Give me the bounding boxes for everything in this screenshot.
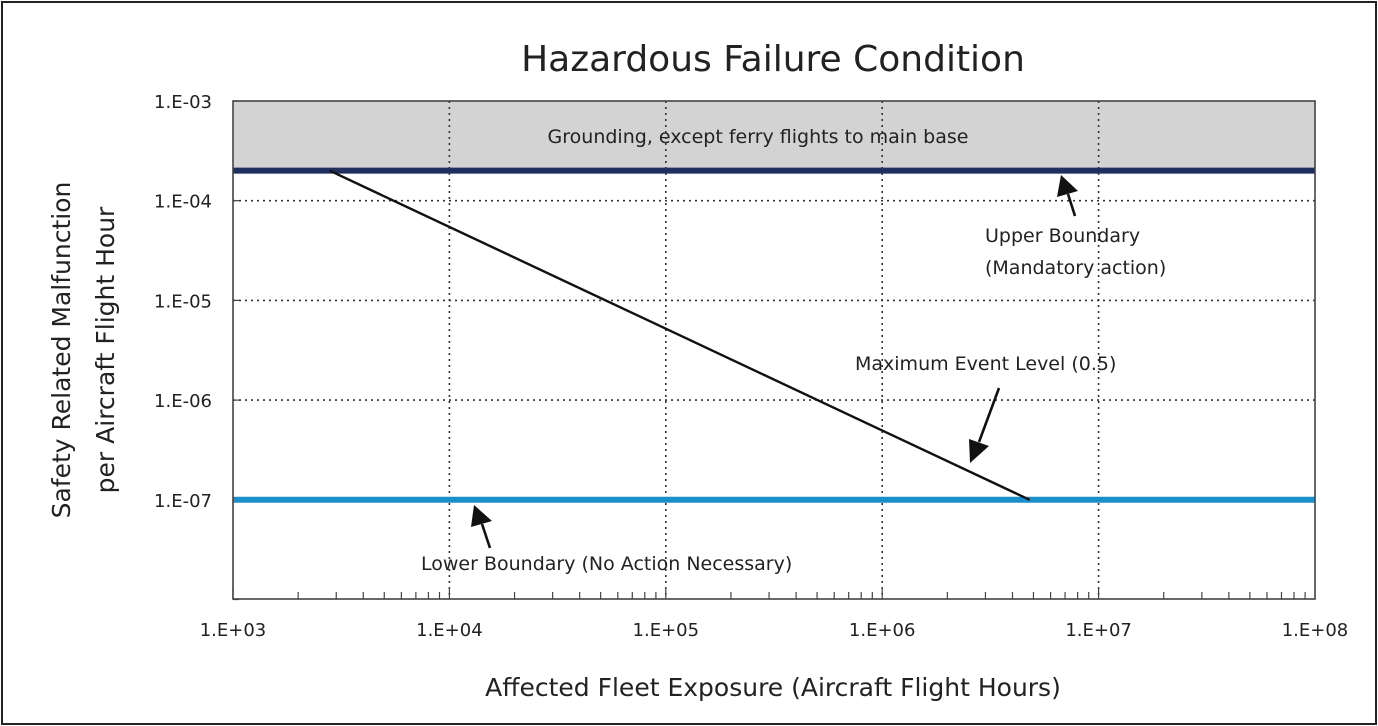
plot-area-border	[232, 100, 1316, 600]
upper-boundary-label-line-2: (Mandatory action)	[985, 257, 1166, 279]
x-tick-label: 1.E+03	[200, 620, 267, 641]
y-tick-label: 1.E-03	[154, 92, 212, 113]
y-tick-label: 1.E-06	[154, 391, 212, 412]
chart-title: Hazardous Failure Condition	[521, 39, 1025, 80]
upper-boundary-arrow	[1057, 175, 1078, 217]
x-tick-label: 1.E+04	[416, 620, 483, 641]
grid-lines	[233, 101, 1315, 599]
x-minor-ticks	[232, 100, 1306, 601]
y-tick-label: 1.E-04	[154, 192, 212, 213]
y-tick-label: 1.E-05	[154, 291, 212, 312]
x-axis-title: Affected Fleet Exposure (Aircraft Flight…	[485, 673, 1061, 702]
y-axis-title-line-1: Safety Related Malfunction	[47, 182, 76, 519]
max-event-level-arrow	[969, 387, 1001, 463]
x-tick-label: 1.E+07	[1065, 620, 1132, 641]
grounding-zone-label: Grounding, except ferry flights to main …	[548, 126, 969, 148]
x-tick-label: 1.E+06	[849, 620, 916, 641]
y-axis-title: Safety Related Malfunction per Aircraft …	[47, 182, 120, 519]
y-axis-title-line-2: per Aircraft Flight Hour	[91, 206, 120, 493]
lower-boundary-label: Lower Boundary (No Action Necessary)	[421, 553, 792, 575]
x-tick-label: 1.E+08	[1282, 620, 1349, 641]
grounding-zone	[233, 101, 1315, 171]
y-tick-labels: 1.E-03 1.E-04 1.E-05 1.E-06 1.E-07	[154, 92, 212, 512]
x-tick-labels: 1.E+03 1.E+04 1.E+05 1.E+06 1.E+07 1.E+0…	[200, 620, 1349, 641]
y-tick-label: 1.E-07	[154, 491, 212, 512]
upper-boundary-label-line-1: Upper Boundary	[985, 225, 1140, 247]
max-event-level-label: Maximum Event Level (0.5)	[855, 353, 1116, 375]
lower-boundary-arrow	[471, 505, 492, 549]
max-event-level-line	[329, 169, 1031, 501]
x-tick-label: 1.E+05	[633, 620, 700, 641]
